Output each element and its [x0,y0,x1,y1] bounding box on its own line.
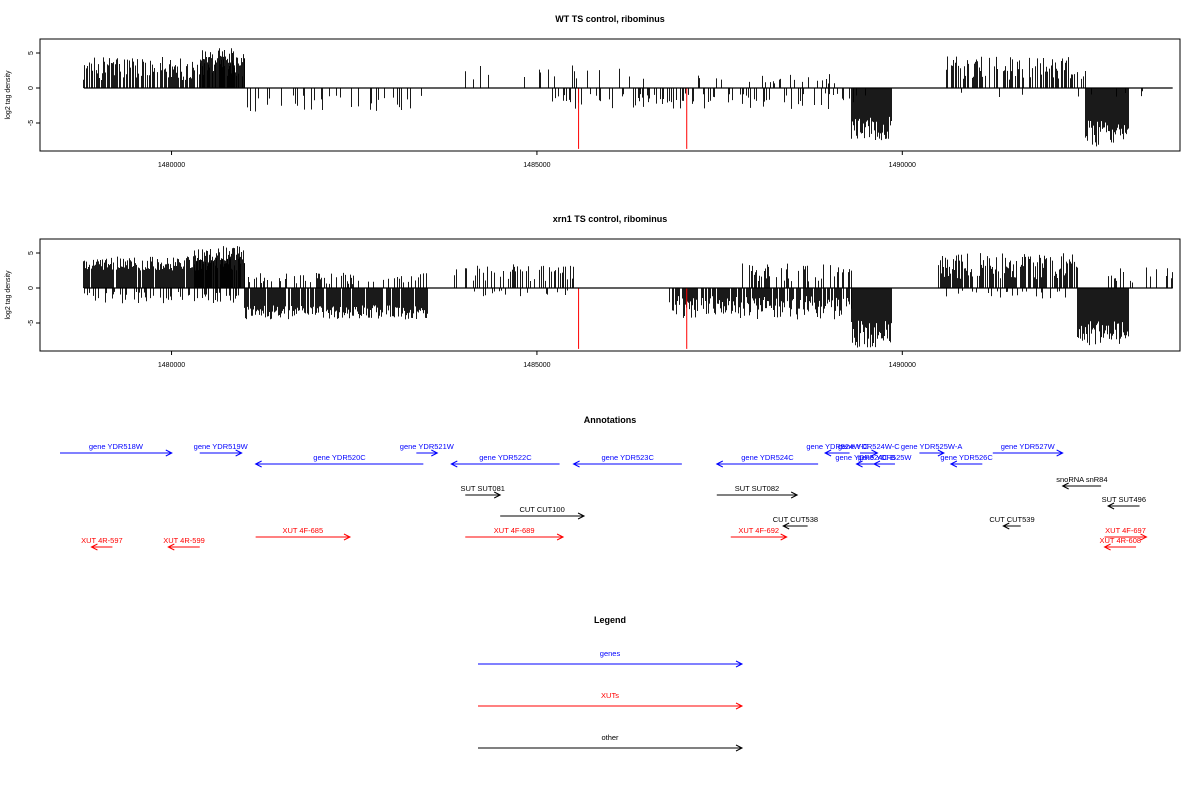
xrn1-x-axis: 1480000 1485000 1490000 [158,351,916,369]
feature-label: snoRNA snR84 [1056,475,1107,484]
feature-label: CUT CUT539 [989,515,1034,524]
xrn1-track-title: xrn1 TS control, ribominus [553,214,668,224]
feature-arrow-head [450,460,458,468]
feature-label: gene YDR518W [89,442,144,451]
feature-label: gene YDR527W [1001,442,1056,451]
legend-label: XUTs [601,691,619,700]
feature-label: gene YDR522C [479,453,532,462]
xrn1-y-axis-label: log2 tag density [5,270,12,320]
feature-label: XUT 4F-689 [494,526,535,535]
xrn1-y-axis: -5 0 5 [28,251,40,326]
legend-arrow-head [735,660,744,668]
feature-arrows: gene YDR518W gene YDR519W gene YDR520C gene… [60,442,1148,551]
feature-label: gene YDR523C [602,453,655,462]
feature-label: XUT 4F-697 [1105,526,1146,535]
feature-label: gene YDR525W [857,453,912,462]
wt-y-tick-label: 0 [28,86,35,90]
feature-label: gene YDR524W-C [838,442,900,451]
feature-label: SUT SUT496 [1102,495,1146,504]
feature-label: gene YDR524C-B [835,453,895,462]
feature-arrow-head [1103,543,1111,551]
wt-y-tick-label: -5 [28,120,35,126]
wt-x-tick-label: 1490000 [889,162,916,169]
feature-arrow-head [556,533,565,541]
wt-y-tick-label: 5 [28,51,35,55]
feature-label: gene YDR524W-C [806,442,868,451]
feature-label: SUT SUT081 [460,484,504,493]
xrn1-x-tick-label: 1480000 [158,362,185,369]
wt-x-tick-label: 1485000 [523,162,550,169]
feature-label: gene YDR521W [400,442,455,451]
feature-label: gene YDR526C [940,453,993,462]
feature-arrow-head [493,491,502,499]
feature-arrow-head [790,491,799,499]
feature-label: CUT CUT100 [519,505,564,514]
feature-arrow-head [823,449,832,457]
feature-arrow-head [343,533,352,541]
xrn1-density-bars [83,246,1173,348]
wt-track-panel: WT TS control, ribominus log2 tag densit… [5,14,1181,169]
legend-arrow-head [735,702,744,710]
feature-arrow-head [780,533,788,541]
feature-arrow-head [871,449,879,457]
wt-highlight-bars [578,88,688,149]
feature-arrow-head [431,449,439,457]
feature-arrow-head [572,460,580,468]
xrn1-y-tick-label: 5 [28,251,35,255]
feature-arrow-head [782,522,790,530]
annotations-title: Annotations [584,415,637,425]
legend-label: genes [600,649,621,658]
wt-y-axis: -5 0 5 [28,51,40,126]
feature-arrow-head [1056,449,1064,457]
feature-arrow-head [165,449,173,457]
xrn1-y-tick-label: -5 [28,320,35,326]
feature-label: XUT 4R-597 [81,536,123,545]
xrn1-plot-frame [39,238,1181,352]
feature-label: SUT SUT082 [735,484,779,493]
xrn1-x-tick-label: 1485000 [523,362,550,369]
feature-label: gene YDR520C [313,453,366,462]
feature-label: gene YDR524C [741,453,794,462]
feature-arrow-head [1140,533,1148,541]
feature-arrow-head [949,460,958,468]
feature-arrow-head [1061,482,1069,490]
wt-y-axis-label: log2 tag density [5,70,12,120]
feature-label: XUT 4R-608 [1100,536,1142,545]
feature-arrow-head [715,460,724,468]
feature-arrow-head [577,512,586,520]
wt-x-tick-label: 1480000 [158,162,185,169]
annotations-panel: Annotations gene YDR518W gene YDR519Wgene… [60,415,1148,551]
feature-label: gene YDR525W-A [901,442,962,451]
feature-arrow-head [1106,502,1115,510]
wt-track-title: WT TS control, ribominus [555,14,665,24]
feature-arrow-head [855,460,863,468]
legend-items: genes XUTs other [478,649,744,752]
wt-x-axis: 1480000 1485000 1490000 [158,151,916,169]
feature-label: XUT 4R-599 [163,536,205,545]
feature-label: gene YDR519W [194,442,249,451]
legend-label: other [601,733,619,742]
legend-title: Legend [594,615,626,625]
xrn1-highlight-bars [578,288,688,349]
wt-plot-frame [39,38,1181,152]
feature-arrow-head [167,543,175,551]
wt-density-bars [83,48,1143,147]
legend-arrow-head [735,744,744,752]
feature-arrow-head [872,460,881,468]
feature-label: XUT 4F-692 [738,526,779,535]
feature-arrow-head [1002,522,1010,530]
feature-label: CUT CUT538 [773,515,818,524]
legend: Legend genes XUTs other [478,615,744,752]
feature-arrow-head [90,543,98,551]
xrn1-x-tick-label: 1490000 [889,362,916,369]
xrn1-track-panel: xrn1 TS control, ribominus log2 tag dens… [5,214,1181,369]
feature-arrow-head [937,449,945,457]
feature-arrow-head [254,460,262,468]
feature-label: XUT 4F-685 [282,526,323,535]
feature-arrow-head [235,449,243,457]
xrn1-y-tick-label: 0 [28,286,35,290]
